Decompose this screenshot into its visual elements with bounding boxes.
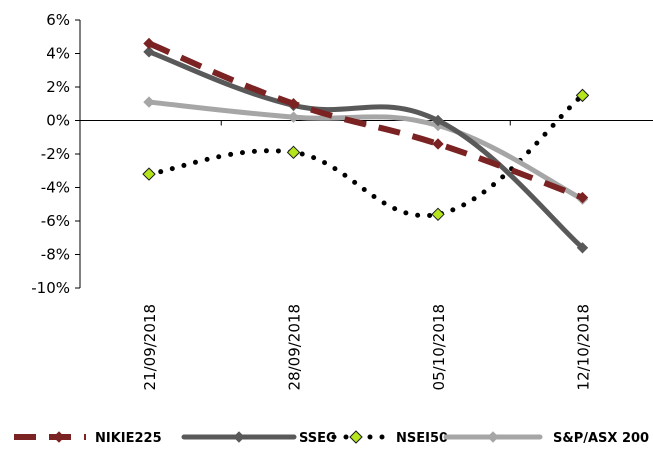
legend-marker: [233, 431, 245, 443]
legend-marker: [349, 430, 363, 444]
series-ssec: [143, 46, 589, 254]
y-tick-label: -8%: [41, 246, 70, 264]
x-tick-label: 05/10/2018: [430, 304, 448, 390]
data-point: [575, 88, 590, 103]
data-point: [287, 98, 300, 110]
y-tick-label: -4%: [41, 179, 70, 197]
x-axis-ticks: 21/09/2018 28/09/2018 05/10/2018 12/10/2018: [141, 120, 593, 390]
y-tick-label: -2%: [41, 145, 70, 163]
series-nikie225: [143, 37, 589, 204]
legend-label: S&P/ASX 200: [553, 431, 649, 446]
legend-item: S&P/ASX 200: [443, 431, 649, 446]
series-lines: [142, 37, 590, 254]
y-tick-label: -6%: [41, 212, 70, 230]
data-point: [143, 96, 155, 108]
legend-item: SSEC: [181, 431, 336, 446]
data-point: [576, 242, 589, 254]
series-line: [146, 99, 585, 202]
y-tick-label: 0%: [46, 112, 70, 130]
legend-item: NIKIE225: [14, 431, 162, 446]
data-point: [576, 191, 589, 204]
data-point: [286, 145, 301, 160]
data-point: [287, 111, 300, 123]
legend-item: NSEI50: [331, 430, 448, 446]
data-point: [432, 114, 444, 127]
data-point: [143, 37, 155, 50]
x-tick-label: 28/09/2018: [286, 304, 304, 390]
y-axis-ticks: 6% 4% 2% 0% -2% -4% -6% -8% -10%: [31, 11, 80, 297]
series-line: [146, 49, 585, 251]
legend-label: NIKIE225: [95, 431, 162, 446]
y-tick-label: 6%: [46, 11, 70, 29]
series-line: [147, 40, 584, 201]
y-tick-label: 2%: [46, 78, 70, 96]
data-point: [431, 207, 445, 222]
legend-marker: [53, 431, 65, 443]
series-nsei50: [142, 88, 590, 222]
legend-marker: [487, 431, 499, 443]
x-tick-label: 21/09/2018: [141, 304, 159, 390]
y-tick-label: 4%: [46, 45, 70, 63]
legend-label: SSEC: [299, 431, 336, 446]
y-tick-label: -10%: [31, 279, 70, 297]
series-line: [146, 92, 585, 219]
data-point: [432, 138, 444, 150]
legend: NIKIE225 SSEC NSEI50 S&P/ASX 200: [14, 430, 649, 446]
legend-label: NSEI50: [396, 431, 448, 446]
x-tick-label: 12/10/2018: [575, 304, 593, 390]
data-point: [143, 46, 155, 58]
data-point: [142, 167, 156, 181]
